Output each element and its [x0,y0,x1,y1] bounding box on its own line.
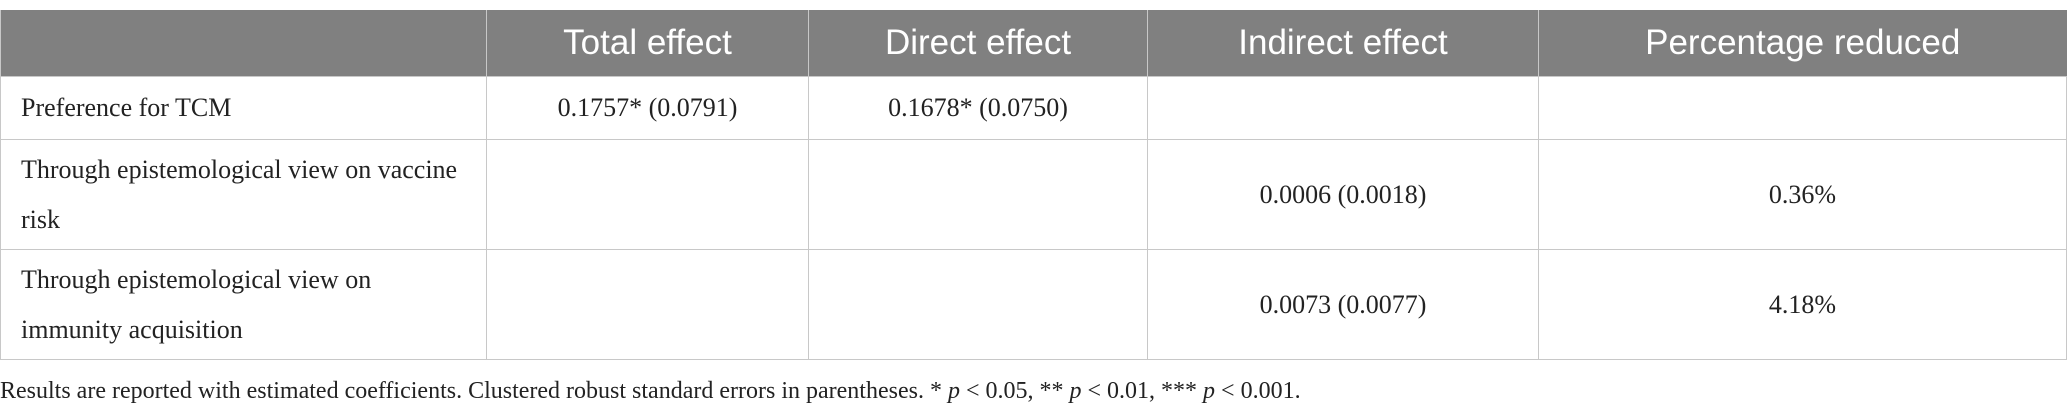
table-cell: 0.0006 (0.0018) [1147,139,1539,250]
header-cell [0,10,487,77]
footnote: Results are reported with estimated coef… [0,378,1301,405]
header-cell: Direct effect [808,10,1148,77]
table-row: Through epistemological view on vaccine … [0,139,2067,250]
footnote-italic: p [947,378,960,404]
footnote-text: < 0.001. [1215,378,1301,404]
table-body: Preference for TCM 0.1757* (0.0791) 0.1678… [0,76,2067,360]
footnote-italic: p [1069,378,1082,404]
table-row: Through epistemological view on immunity… [0,249,2067,360]
table-row: Preference for TCM 0.1757* (0.0791) 0.1678… [0,76,2067,140]
footnote-text: < 0.05, ** [959,378,1070,404]
table-cell [486,249,809,360]
header-cell: Total effect [486,10,809,77]
results-table: Total effect Direct effect Indirect effect… [0,10,2067,360]
footnote-italic: p [1203,378,1216,404]
header-cell: Indirect effect [1147,10,1539,77]
table-cell [1538,76,2067,140]
table-cell: 0.0073 (0.0077) [1147,249,1539,360]
header-cell: Percentage reduced [1538,10,2067,77]
footnote-text: < 0.01, *** [1081,378,1204,404]
row-label: Through epistemological view on vaccine … [0,139,487,250]
footnote-text: Results are reported with estimated coef… [0,378,948,404]
header-row: Total effect Direct effect Indirect effect… [0,10,2067,77]
table-cell [808,139,1148,250]
table-cell [1147,76,1539,140]
table-cell: 0.1757* (0.0791) [486,76,809,140]
table-cell: 0.36% [1538,139,2067,250]
table-cell: 0.1678* (0.0750) [808,76,1148,140]
row-label: Through epistemological view on immunity… [0,249,487,360]
table-cell: 4.18% [1538,249,2067,360]
table-cell [486,139,809,250]
row-label: Preference for TCM [0,76,487,140]
table-cell [808,249,1148,360]
